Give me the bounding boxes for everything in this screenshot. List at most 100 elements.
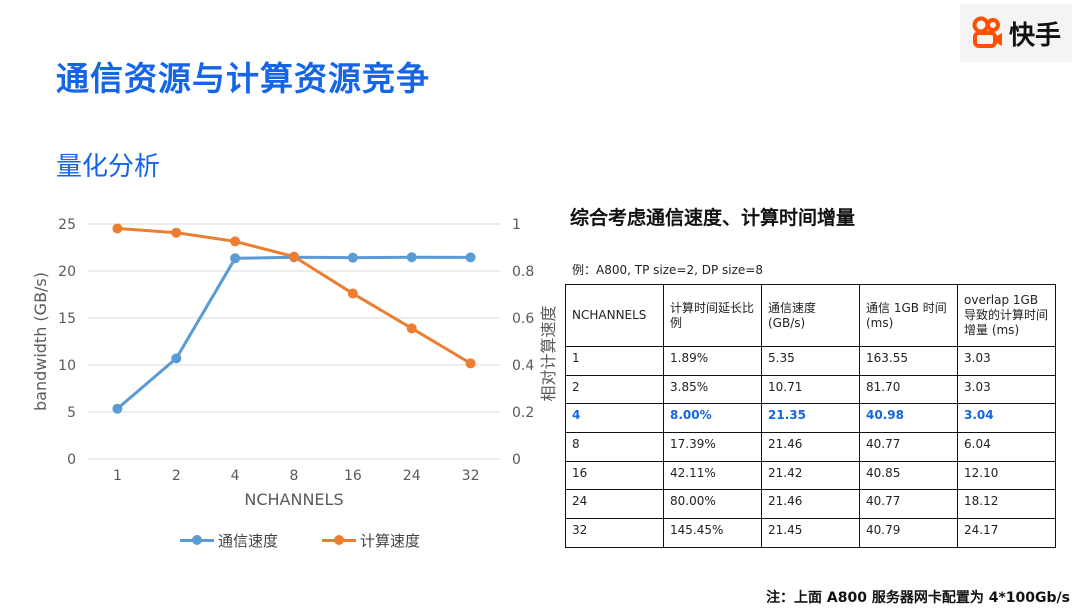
table-cell: 8.00% (663, 403, 762, 434)
data-point (230, 253, 241, 264)
y-tick-label: 10 (58, 358, 76, 374)
data-point (347, 252, 358, 263)
footnote: 注：上面 A800 服务器网卡配置为 4*100Gb/s (766, 590, 1070, 606)
data-point (112, 403, 123, 414)
table-header-row: NCHANNELS 计算时间延长比例 通信速度 (GB/s) 通信 1GB 时间… (565, 284, 1056, 347)
table-cell: 3.85% (663, 374, 762, 405)
page-title: 通信资源与计算资源竞争 (56, 59, 430, 98)
table-row: 24 80.00% 21.46 40.77 18.12 (565, 489, 1056, 520)
x-tick-label: 32 (462, 468, 480, 484)
table-row: 2 3.85% 10.71 81.70 3.03 (565, 374, 1056, 405)
header-comm-time: 通信 1GB 时间 (ms) (859, 284, 958, 347)
x-tick-label: 1 (113, 468, 122, 484)
table-cell: 21.45 (761, 518, 860, 548)
table-cell: 40.79 (859, 518, 958, 548)
table-cell: 21.42 (761, 460, 860, 491)
table-cell: 10.71 (761, 374, 860, 405)
table-cell: 80.00% (663, 489, 762, 520)
chart-legend: 通信速度 计算速度 (180, 530, 420, 551)
data-point (347, 288, 358, 299)
y2-tick-label: 0.2 (512, 405, 534, 421)
table-cell: 8 (565, 432, 664, 462)
table-cell: 3.03 (957, 346, 1056, 376)
table-cell: 21.46 (761, 489, 860, 520)
header-compute-ratio: 计算时间延长比例 (663, 284, 762, 347)
y-tick-label: 20 (58, 264, 76, 280)
y2-tick-label: 0 (512, 452, 521, 468)
data-point (465, 252, 476, 263)
table-row: 8 17.39% 21.46 40.77 6.04 (565, 432, 1056, 462)
table-cell: 163.55 (859, 346, 958, 376)
table-row: 16 42.11% 21.42 40.85 12.10 (565, 460, 1056, 491)
legend-label-comm: 通信速度 (218, 532, 279, 550)
table-cell: 21.35 (761, 403, 860, 434)
data-point (171, 227, 182, 238)
table-cell: 4 (565, 403, 664, 434)
table-cell: 40.85 (859, 460, 958, 491)
header-overlap-increase: overlap 1GB 导致的计算时间增量 (ms) (957, 284, 1056, 347)
table-cell: 5.35 (761, 346, 860, 376)
logo-text: 快手 (1008, 20, 1061, 51)
data-point (289, 251, 299, 262)
table-cell: 3.03 (957, 374, 1056, 405)
table-row: 4 8.00% 21.35 40.98 3.04 (565, 403, 1056, 434)
y2-tick-label: 1 (512, 217, 521, 233)
table-row: 32 145.45% 21.45 40.79 24.17 (565, 518, 1056, 548)
y2-tick-label: 0.4 (512, 358, 534, 374)
header-comm-speed: 通信速度 (GB/s) (761, 284, 860, 347)
table-cell: 6.04 (957, 432, 1056, 462)
section-title: 量化分析 (56, 152, 161, 182)
results-table: NCHANNELS 计算时间延长比例 通信速度 (GB/s) 通信 1GB 时间… (565, 284, 1056, 548)
y-tick-label: 25 (58, 217, 76, 233)
table-cell: 3.04 (957, 403, 1056, 434)
line-chart: 0 5 10 15 20 25 0 0.2 0.4 0.6 0.8 1 1 2 4 8 16 24 32 NCHANN… (30, 200, 558, 560)
x-tick-label: 4 (231, 468, 240, 484)
kuaishou-logo: 快手 (960, 4, 1072, 62)
x-tick-label: 16 (344, 468, 362, 484)
legend-label-compute: 计算速度 (360, 532, 421, 550)
y2-tick-label: 0.6 (512, 311, 534, 327)
y-tick-label: 5 (67, 405, 76, 421)
x-tick-label: 24 (403, 468, 421, 484)
legend-swatch-compute (322, 535, 357, 545)
table-cell: 2 (565, 374, 664, 405)
legend-swatch-comm (180, 535, 214, 545)
y-tick-label: 15 (58, 311, 76, 327)
table-row: 1 1.89% 5.35 163.55 3.03 (565, 346, 1056, 376)
data-point (230, 236, 241, 247)
table-cell: 81.70 (859, 374, 958, 405)
legend-item-compute: 计算速度 (322, 530, 420, 551)
table-cell: 40.98 (859, 403, 958, 434)
y-tick-label: 0 (67, 452, 76, 468)
series-line-compute (117, 226, 472, 365)
table-cell: 40.77 (859, 489, 958, 520)
y-axis-title: bandwidth (GB/s) (31, 272, 50, 411)
data-point (112, 223, 123, 234)
table-cell: 1 (565, 346, 664, 376)
table-cell: 1.89% (663, 346, 762, 376)
x-tick-label: 2 (172, 468, 181, 484)
table-example-note: 例：A800, TP size=2, DP size=8 (572, 263, 763, 277)
legend-item-comm: 通信速度 (180, 530, 278, 551)
data-point (406, 323, 417, 334)
data-point (465, 358, 476, 369)
table-cell: 16 (565, 460, 664, 491)
y2-axis-title: 相对计算速度 (539, 305, 558, 401)
table-cell: 18.12 (957, 489, 1056, 520)
kuaishou-logo-icon (972, 16, 1002, 48)
table-cell: 145.45% (663, 518, 762, 548)
table-cell: 24.17 (957, 518, 1056, 548)
table-cell: 21.46 (761, 432, 860, 462)
header-nchannels: NCHANNELS (565, 284, 664, 347)
data-point (406, 252, 417, 263)
table-cell: 32 (565, 518, 664, 548)
table-cell: 17.39% (663, 432, 762, 462)
data-point (171, 353, 182, 364)
table-cell: 12.10 (957, 460, 1056, 491)
x-axis-title: NCHANNELS (244, 490, 343, 509)
table-cell: 24 (565, 489, 664, 520)
x-tick-label: 8 (290, 468, 299, 484)
y2-tick-label: 0.8 (512, 264, 534, 280)
table-title: 综合考虑通信速度、计算时间增量 (570, 207, 856, 229)
